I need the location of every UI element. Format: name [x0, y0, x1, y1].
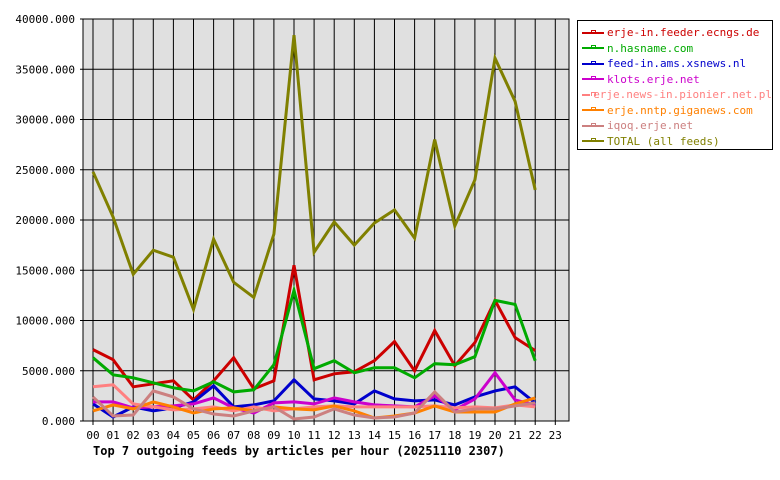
- x-tick-label: 14: [368, 429, 382, 442]
- legend-label: iqoq.erje.net: [607, 119, 694, 133]
- x-tick-label: 15: [388, 429, 401, 442]
- legend-line-icon: [582, 74, 604, 84]
- y-tick-label: 10000.000: [15, 315, 75, 328]
- x-tick-label: 00: [86, 429, 99, 442]
- legend-item: erje.news-in.pionier.net.pl: [582, 87, 772, 103]
- chart-title: Top 7 outgoing feeds by articles per hou…: [93, 444, 505, 458]
- x-tick-label: 22: [529, 429, 542, 442]
- y-tick-label: 40000.000: [15, 13, 75, 26]
- legend-line-icon: [582, 136, 604, 146]
- x-tick-label: 04: [167, 429, 181, 442]
- y-tick-label: 25000.000: [15, 164, 75, 177]
- legend-label: klots.erje.net: [607, 72, 700, 86]
- series-lines: [91, 34, 537, 421]
- x-tick-label: 11: [307, 429, 320, 442]
- series-line: [91, 34, 537, 315]
- x-tick-label: 17: [428, 429, 441, 442]
- x-tick-label: 23: [549, 429, 562, 442]
- legend-item: iqoq.erje.net: [582, 118, 772, 134]
- legend-item: TOTAL (all feeds): [582, 134, 772, 150]
- legend-line-icon: [582, 105, 604, 115]
- legend-line-icon: [582, 43, 604, 53]
- legend-item: feed-in.ams.xsnews.nl: [582, 56, 772, 72]
- x-tick-label: 12: [328, 429, 341, 442]
- x-axis-ticks: 00 01 02 03 04 05 06 07 08 09 10 11 12 13 14 15 16 17 18 19…: [86, 429, 562, 442]
- y-tick-label: 0.000: [42, 415, 75, 428]
- legend-label: erje-in.feeder.ecngs.de: [607, 26, 760, 40]
- y-axis-ticks: 0.000 5000.000 10000.000 15000.000 20000.000…: [15, 13, 75, 428]
- x-tick-label: 10: [287, 429, 300, 442]
- legend-label: erje.nntp.giganews.com: [607, 103, 753, 117]
- x-tick-label: 07: [227, 429, 240, 442]
- x-tick-label: 08: [247, 429, 260, 442]
- series-line: [91, 389, 536, 421]
- legend-line-icon: [582, 90, 597, 100]
- series-line: [92, 383, 536, 413]
- legend-line-icon: [582, 28, 604, 38]
- x-tick-label: 06: [207, 429, 220, 442]
- x-tick-label: 05: [187, 429, 200, 442]
- series-line: [92, 264, 537, 402]
- legend-label: feed-in.ams.xsnews.nl: [607, 57, 747, 71]
- y-tick-label: 35000.000: [15, 63, 75, 76]
- x-tick-label: 20: [488, 429, 501, 442]
- legend-item: klots.erje.net: [582, 72, 772, 88]
- x-tick-label: 19: [468, 429, 481, 442]
- legend-item: erje-in.feeder.ecngs.de: [582, 25, 772, 41]
- x-tick-label: 02: [127, 429, 140, 442]
- legend-item: erje.nntp.giganews.com: [582, 103, 772, 119]
- legend-line-icon: [582, 121, 604, 131]
- series-line: [92, 284, 537, 394]
- legend-label: TOTAL (all feeds): [607, 134, 720, 148]
- legend: erje-in.feeder.ecngs.de n.hasname.com fe…: [577, 20, 773, 150]
- x-tick-label: 03: [147, 429, 160, 442]
- x-tick-label: 13: [348, 429, 361, 442]
- legend-line-icon: [582, 59, 604, 69]
- legend-label: erje.news-in.pionier.net.pl: [593, 88, 772, 102]
- x-tick-label: 16: [408, 429, 421, 442]
- y-tick-label: 20000.000: [15, 214, 75, 227]
- y-tick-label: 5000.000: [22, 365, 75, 378]
- x-tick-label: 18: [448, 429, 461, 442]
- x-tick-label: 01: [106, 429, 119, 442]
- y-tick-label: 15000.000: [15, 264, 75, 277]
- x-tick-label: 09: [267, 429, 280, 442]
- legend-label: n.hasname.com: [607, 41, 694, 55]
- legend-item: n.hasname.com: [582, 41, 772, 57]
- x-tick-label: 21: [508, 429, 521, 442]
- y-tick-label: 30000.000: [15, 114, 75, 127]
